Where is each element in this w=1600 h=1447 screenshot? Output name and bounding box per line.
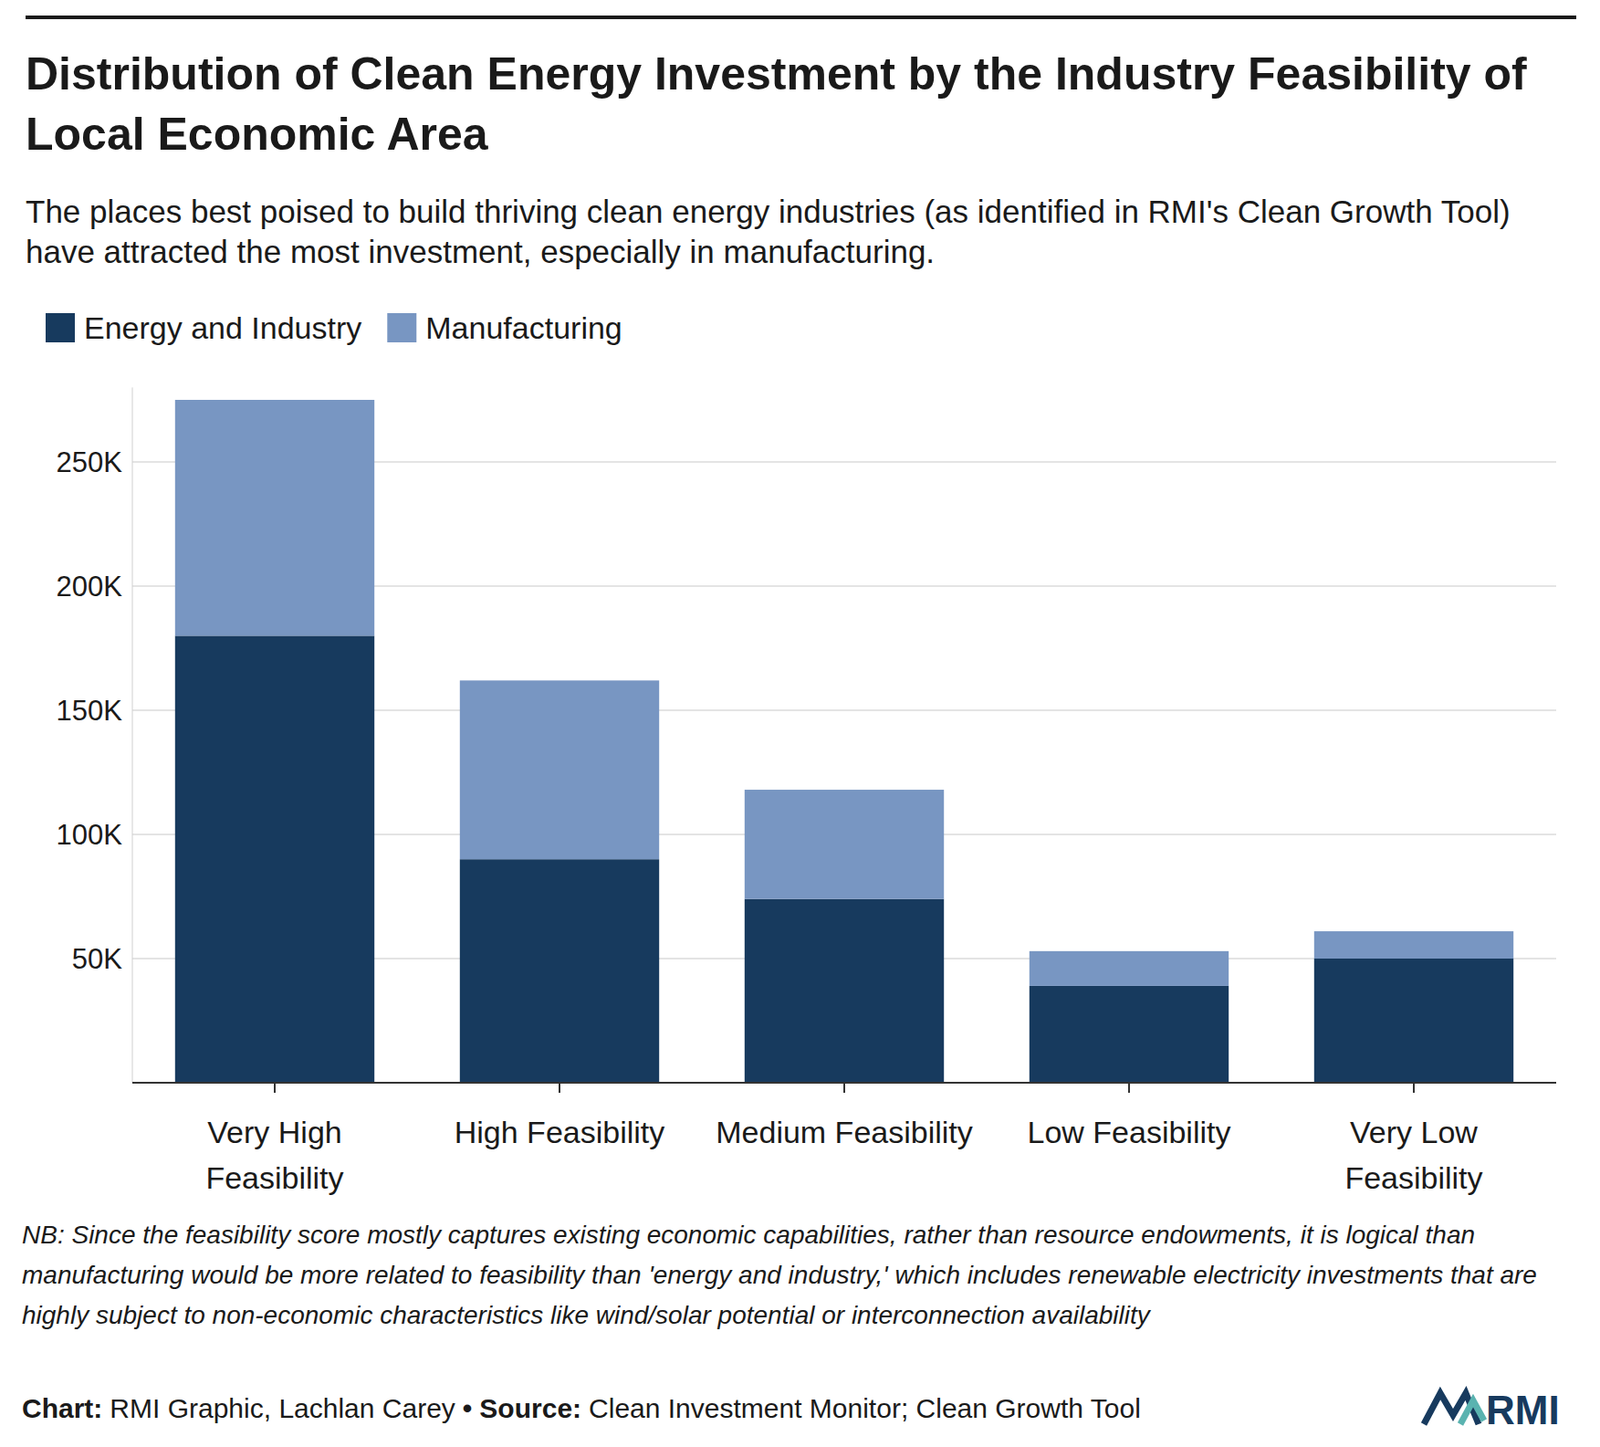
- subtitle: The places best poised to build thriving…: [25, 193, 1511, 270]
- x-tick-label: Low Feasibility: [1027, 1114, 1232, 1150]
- x-tick-label-line: Very Low: [1349, 1114, 1478, 1150]
- x-tick: [558, 1082, 561, 1093]
- y-axis-line: [132, 386, 134, 1083]
- footer-part: •: [462, 1392, 473, 1423]
- note-line: NB: Since the feasibility score mostly c…: [21, 1220, 1475, 1249]
- title: Distribution of Clean Energy Investment …: [25, 48, 1527, 160]
- logo-text: RMI: [1485, 1387, 1560, 1433]
- x-tick-label: Very Low Feasibility: [1344, 1114, 1483, 1195]
- bar-segment: [744, 789, 944, 900]
- footer-part: Chart:: [21, 1392, 103, 1423]
- note: NB: Since the feasibility score mostly c…: [21, 1220, 1538, 1329]
- legend-label: Manufacturing: [425, 310, 622, 346]
- x-tick-label: Very High Feasibility: [205, 1114, 344, 1195]
- legend-swatch: [45, 313, 75, 343]
- x-tick: [1128, 1082, 1130, 1093]
- y-tick-label: 100K: [56, 818, 124, 851]
- subtitle-line: have attracted the most investment, espe…: [25, 233, 935, 270]
- bar-segment: [460, 858, 659, 1083]
- footer-part: Source:: [479, 1392, 582, 1423]
- bar-segment: [460, 679, 659, 859]
- footer-part: RMI Graphic, Lachlan Carey: [109, 1392, 456, 1423]
- chart-svg: Distribution of Clean Energy Investment …: [0, 0, 1600, 1447]
- note-line: manufacturing would be more related to f…: [21, 1260, 1538, 1289]
- x-tick-label-line: Feasibility: [205, 1160, 344, 1195]
- legend: Energy and Industry Manufacturing: [45, 310, 623, 346]
- x-tick-label-line: Very High: [207, 1114, 342, 1150]
- title-line: Distribution of Clean Energy Investment …: [25, 48, 1527, 100]
- bar-segment: [744, 899, 944, 1083]
- y-tick-label: 50K: [72, 942, 123, 975]
- legend-label: Energy and Industry: [83, 310, 362, 346]
- y-tick-label: 200K: [56, 570, 124, 603]
- legend-swatch: [386, 313, 417, 343]
- x-tick-label-line: Feasibility: [1344, 1160, 1483, 1195]
- y-tick-label: 150K: [56, 694, 124, 727]
- x-tick: [273, 1082, 276, 1093]
- x-tick-label-line: Medium Feasibility: [715, 1114, 973, 1150]
- top-rule: [25, 15, 1577, 20]
- bar-segment: [1314, 930, 1514, 959]
- x-tick-label-line: High Feasibility: [454, 1114, 666, 1150]
- note-line: highly subject to non-economic character…: [21, 1300, 1152, 1329]
- title-line: Local Economic Area: [25, 108, 490, 160]
- bar-segment: [1029, 985, 1229, 1083]
- bar-segment: [1314, 958, 1514, 1083]
- subtitle-line: The places best poised to build thriving…: [25, 193, 1511, 230]
- x-tick-label: Medium Feasibility: [715, 1114, 973, 1150]
- y-tick-label: 250K: [56, 446, 124, 479]
- x-tick: [843, 1082, 846, 1093]
- x-tick: [1412, 1082, 1415, 1093]
- bar-segment: [1029, 951, 1229, 986]
- logo-mark-accent: [1460, 1400, 1485, 1424]
- footer-part: Clean Investment Monitor; Clean Growth T…: [588, 1392, 1141, 1423]
- bar-segment: [175, 635, 375, 1083]
- footer: Chart:RMI Graphic, Lachlan Carey•Source:…: [21, 1392, 1141, 1423]
- logo: RMI: [1423, 1387, 1560, 1433]
- x-tick-label: High Feasibility: [454, 1114, 666, 1150]
- x-tick-label-line: Low Feasibility: [1027, 1114, 1232, 1150]
- bar-segment: [175, 399, 375, 636]
- bars: [175, 399, 1514, 1083]
